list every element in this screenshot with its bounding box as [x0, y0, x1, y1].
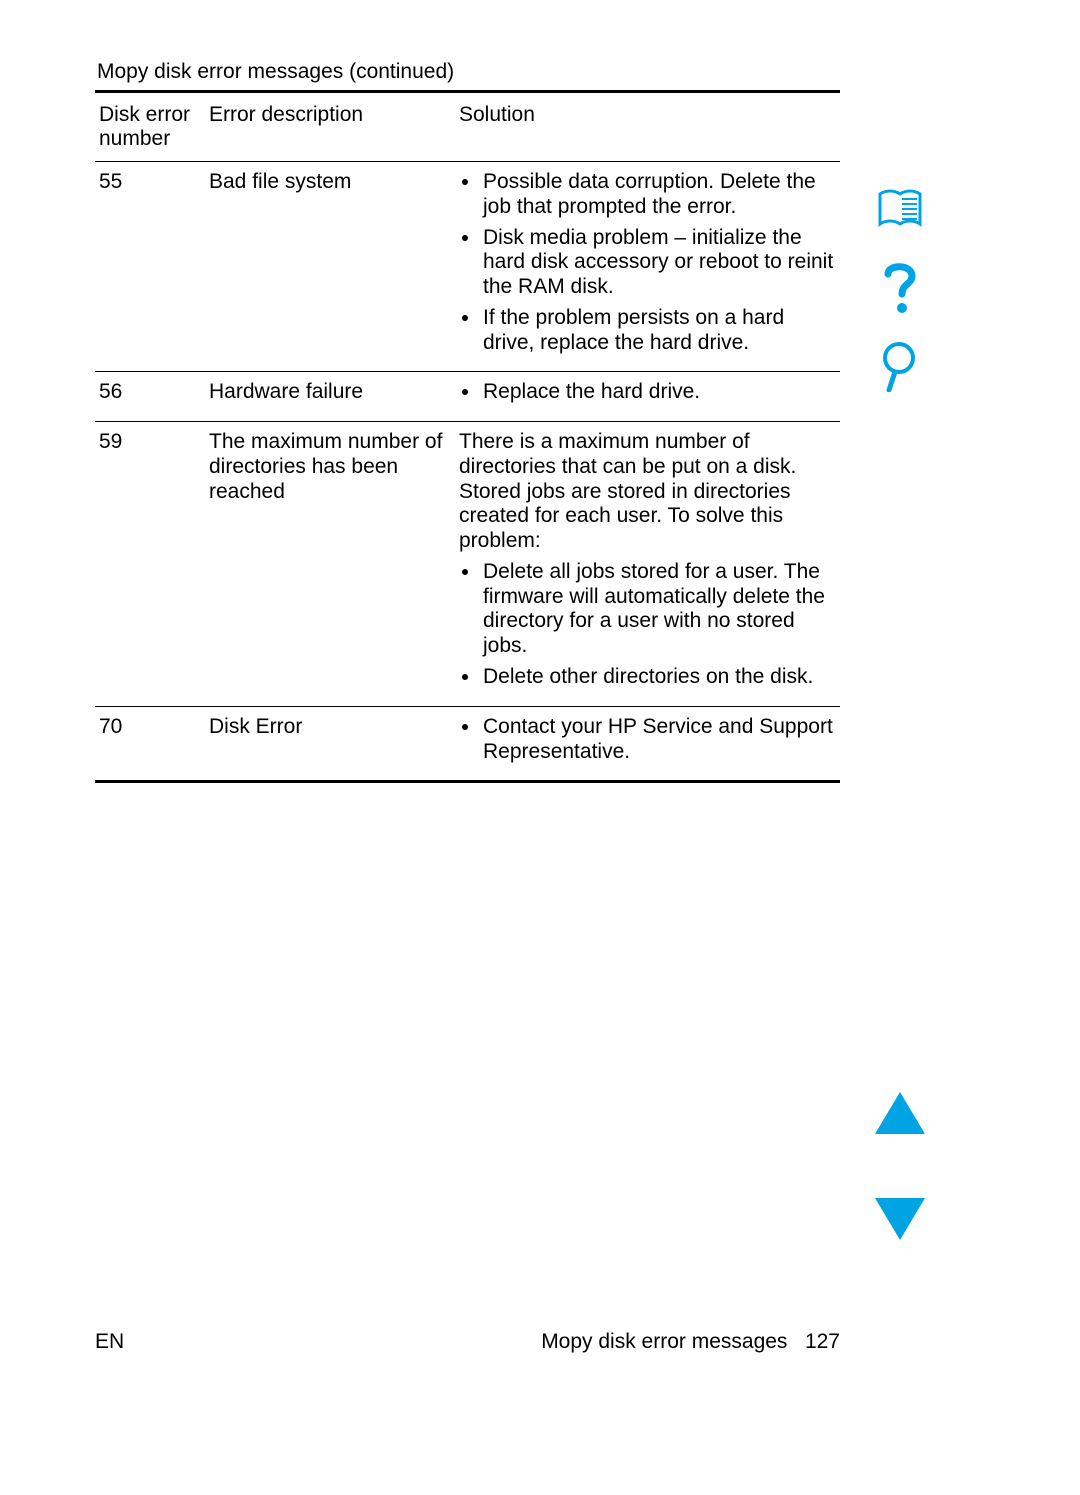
col-header-solution: Solution: [455, 92, 840, 162]
cell-solution: Replace the hard drive.: [455, 372, 840, 422]
solution-item: Disk media problem – initialize the hard…: [481, 226, 834, 300]
solution-list: Possible data corruption. Delete the job…: [459, 170, 834, 355]
footer-language: EN: [95, 1330, 124, 1354]
page-nav: [870, 1090, 930, 1247]
solution-list: Delete all jobs stored for a user. The f…: [459, 560, 834, 690]
solution-item: Delete other directories on the disk.: [481, 665, 834, 690]
solution-item: Contact your HP Service and Support Repr…: [481, 715, 834, 765]
solution-list: Replace the hard drive.: [459, 380, 834, 405]
cell-error-number: 55: [95, 162, 205, 372]
solution-list: Contact your HP Service and Support Repr…: [459, 715, 834, 765]
error-table: Disk error number Error description Solu…: [95, 90, 840, 783]
table-row: 59 The maximum number of directories has…: [95, 422, 840, 707]
cell-error-description: Bad file system: [205, 162, 455, 372]
cell-error-description: Hardware failure: [205, 372, 455, 422]
search-icon[interactable]: [875, 341, 925, 391]
table-header-row: Disk error number Error description Solu…: [95, 92, 840, 162]
solution-intro: There is a maximum number of directories…: [459, 430, 834, 554]
page-footer: EN Mopy disk error messages 127: [95, 1330, 840, 1354]
footer-section-title: Mopy disk error messages: [541, 1330, 787, 1353]
cell-error-number: 70: [95, 706, 205, 782]
page-up-icon[interactable]: [873, 1090, 927, 1141]
cell-solution: There is a maximum number of directories…: [455, 422, 840, 707]
cell-error-description: The maximum number of directories has be…: [205, 422, 455, 707]
footer-page-number: 127: [805, 1330, 840, 1353]
main-content: Mopy disk error messages (continued) Dis…: [95, 60, 840, 783]
help-icon[interactable]: [875, 263, 925, 313]
col-header-description: Error description: [205, 92, 455, 162]
cell-solution: Possible data corruption. Delete the job…: [455, 162, 840, 372]
cell-solution: Contact your HP Service and Support Repr…: [455, 706, 840, 782]
page-down-icon[interactable]: [873, 1196, 927, 1247]
col-header-number: Disk error number: [95, 92, 205, 162]
table-row: 70 Disk Error Contact your HP Service an…: [95, 706, 840, 782]
table-title: Mopy disk error messages (continued): [97, 60, 840, 84]
solution-item: Possible data corruption. Delete the job…: [481, 170, 834, 220]
table-row: 55 Bad file system Possible data corrupt…: [95, 162, 840, 372]
page: Mopy disk error messages (continued) Dis…: [0, 0, 1080, 1495]
footer-right: Mopy disk error messages 127: [541, 1330, 840, 1354]
solution-item: Replace the hard drive.: [481, 380, 834, 405]
book-icon[interactable]: [875, 185, 925, 235]
solution-item: If the problem persists on a hard drive,…: [481, 306, 834, 356]
cell-error-number: 59: [95, 422, 205, 707]
solution-item: Delete all jobs stored for a user. The f…: [481, 560, 834, 659]
side-nav: [870, 185, 930, 391]
cell-error-description: Disk Error: [205, 706, 455, 782]
cell-error-number: 56: [95, 372, 205, 422]
table-row: 56 Hardware failure Replace the hard dri…: [95, 372, 840, 422]
